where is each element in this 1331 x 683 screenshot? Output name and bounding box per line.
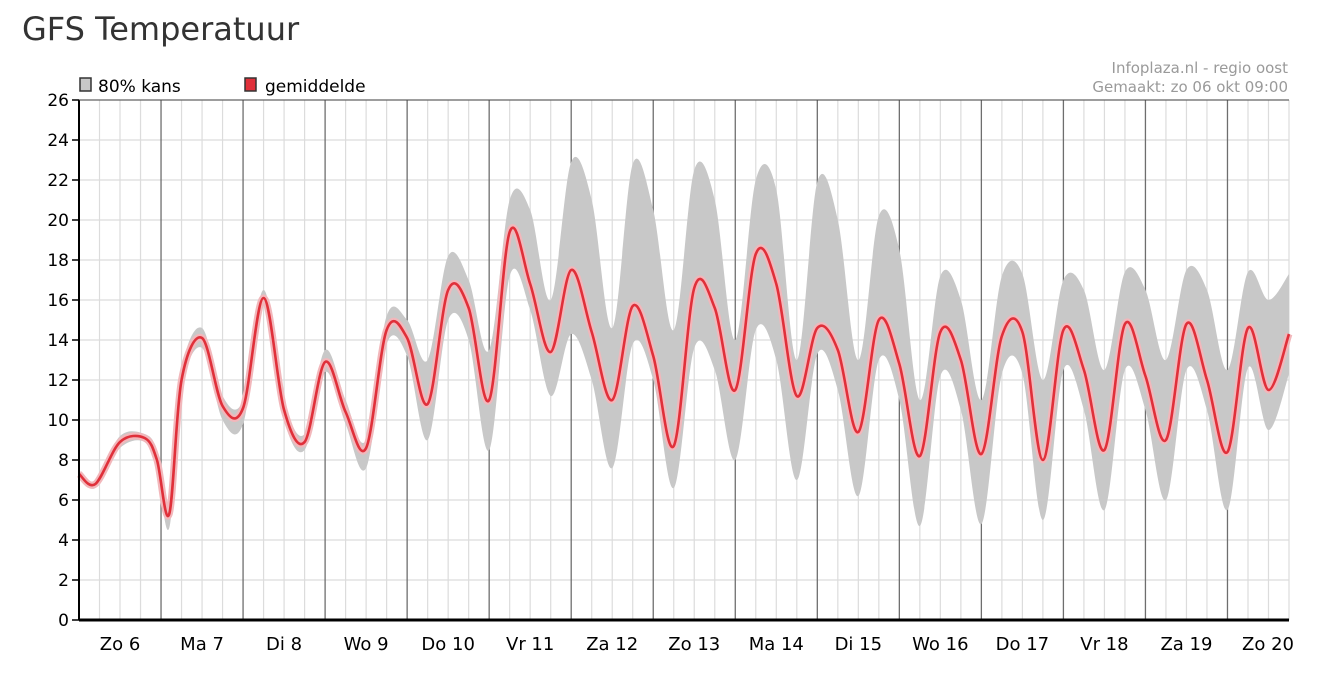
y-tick-label: 4	[58, 531, 69, 551]
y-tick-label: 10	[47, 411, 69, 431]
y-tick-label: 22	[47, 171, 69, 191]
chart-header: Infoplaza.nl - regio oost Gemaakt: zo 06…	[1092, 59, 1288, 96]
x-day-label: Di 15	[835, 634, 883, 655]
y-tick-label: 0	[58, 611, 69, 631]
x-day-label: Zo 20	[1242, 634, 1294, 655]
legend-label-band: 80% kans	[98, 77, 181, 97]
y-tick-label: 24	[47, 131, 69, 151]
y-tick-label: 20	[47, 211, 69, 231]
y-tick-label: 12	[47, 371, 69, 391]
legend-label-mean: gemiddelde	[265, 77, 366, 97]
y-tick-label: 14	[47, 331, 69, 351]
y-tick-label: 2	[58, 571, 69, 591]
x-day-label: Wo 16	[912, 634, 968, 655]
page-title: GFS Temperatuur	[22, 10, 300, 48]
x-day-label: Za 19	[1160, 634, 1212, 655]
legend-swatch-band	[79, 77, 92, 92]
x-day-label: Do 10	[421, 634, 475, 655]
x-day-label: Do 17	[996, 634, 1050, 655]
x-day-label: Zo 6	[100, 634, 141, 655]
x-day-label: Vr 18	[1080, 634, 1128, 655]
y-tick-label: 6	[58, 491, 69, 511]
y-tick-label: 16	[47, 291, 69, 311]
y-tick-label: 18	[47, 251, 69, 271]
x-day-label: Zo 13	[668, 634, 720, 655]
legend: 80% kans gemiddelde	[79, 77, 366, 97]
created-label: Gemaakt: zo 06 okt 09:00	[1092, 78, 1288, 96]
legend-swatch-mean	[244, 77, 257, 92]
x-day-label: Ma 14	[749, 634, 804, 655]
x-day-label: Di 8	[266, 634, 302, 655]
x-day-label: Vr 11	[506, 634, 554, 655]
y-tick-label: 26	[47, 91, 69, 111]
mean-line	[78, 226, 1291, 518]
mean-line-group	[76, 224, 1293, 520]
y-tick-label: 8	[58, 451, 69, 471]
source-label: Infoplaza.nl - regio oost	[1112, 59, 1289, 77]
x-day-label: Ma 7	[180, 634, 224, 655]
x-day-label: Za 12	[586, 634, 638, 655]
x-day-label: Wo 9	[344, 634, 389, 655]
